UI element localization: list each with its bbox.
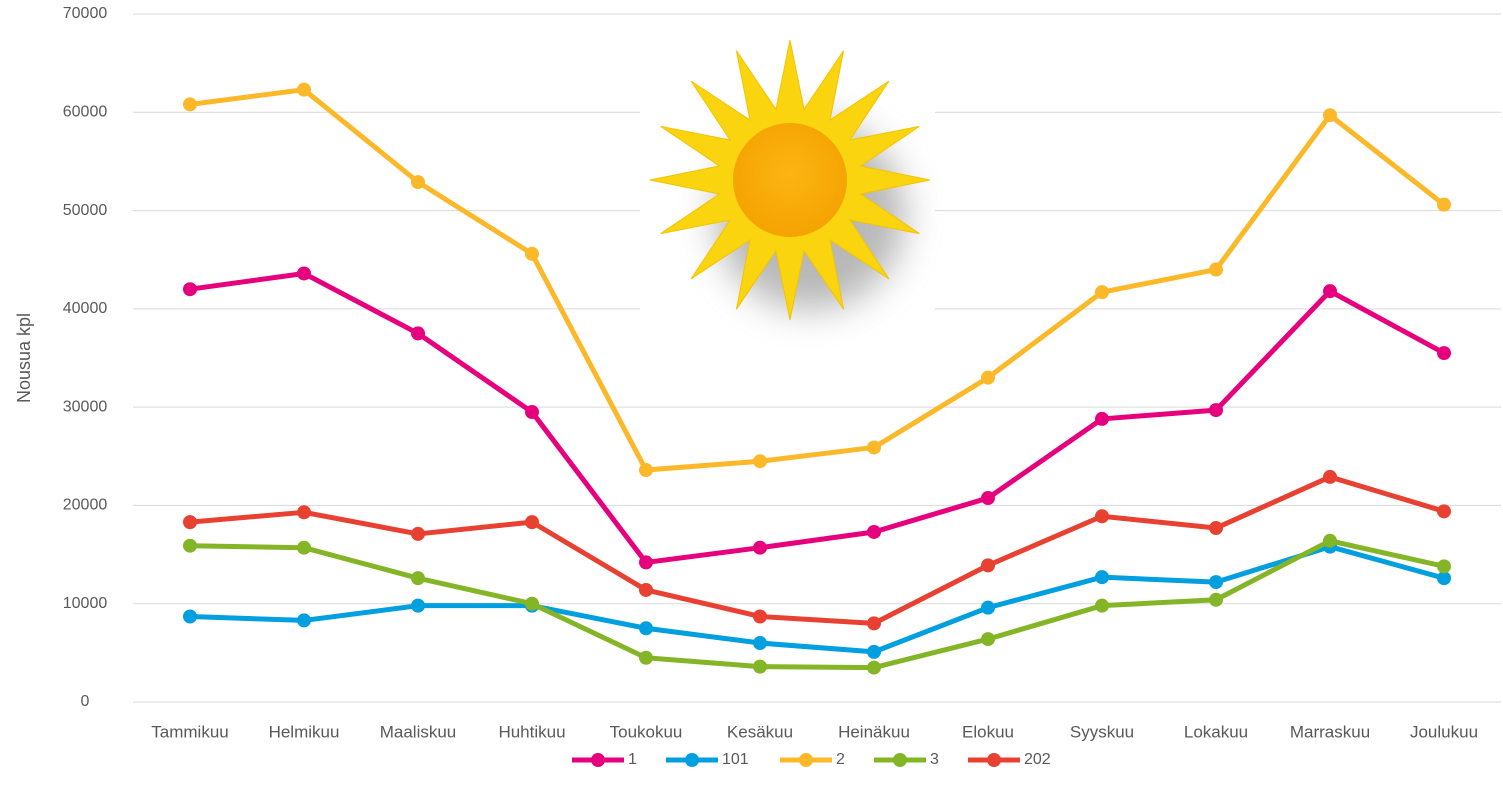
point <box>867 616 881 630</box>
point <box>1323 470 1337 484</box>
point <box>297 541 311 555</box>
point <box>183 515 197 529</box>
point <box>867 661 881 675</box>
y-tick-label: 30000 <box>63 398 108 415</box>
point <box>867 440 881 454</box>
point <box>525 515 539 529</box>
point <box>867 645 881 659</box>
point <box>297 266 311 280</box>
x-tick-label: Syyskuu <box>1070 722 1134 741</box>
point <box>1209 403 1223 417</box>
y-axis-title: Nousua kpl <box>14 313 34 403</box>
y-tick-label: 70000 <box>63 5 108 22</box>
legend-marker <box>685 753 699 767</box>
point <box>981 632 995 646</box>
x-tick-label: Lokakuu <box>1184 722 1248 741</box>
point <box>183 97 197 111</box>
legend-label: 101 <box>722 751 749 768</box>
point <box>297 613 311 627</box>
legend-label: 202 <box>1024 751 1051 768</box>
point <box>639 621 653 635</box>
point <box>639 583 653 597</box>
legend-marker <box>591 753 605 767</box>
x-tick-label: Heinäkuu <box>838 722 910 741</box>
point <box>411 175 425 189</box>
legend-label: 2 <box>836 751 845 768</box>
point <box>1095 570 1109 584</box>
x-tick-label: Maaliskuu <box>380 722 457 741</box>
point <box>1437 198 1451 212</box>
point <box>981 601 995 615</box>
point <box>753 636 767 650</box>
chart: 0 10000 20000 30000 40000 50000 60000 70000 Tamm… <box>0 0 1503 801</box>
sun-illustration <box>640 40 935 355</box>
point <box>1323 284 1337 298</box>
y-tick-label: 20000 <box>63 497 108 514</box>
point <box>183 609 197 623</box>
x-tick-label: Huhtikuu <box>498 722 565 741</box>
legend-label: 1 <box>628 751 637 768</box>
point <box>753 660 767 674</box>
point <box>525 597 539 611</box>
point <box>1437 346 1451 360</box>
point <box>297 83 311 97</box>
point <box>1095 285 1109 299</box>
point <box>411 527 425 541</box>
point <box>1323 108 1337 122</box>
x-tick-label: Marraskuu <box>1290 722 1370 741</box>
legend-marker <box>987 753 1001 767</box>
point <box>639 555 653 569</box>
legend-label: 3 <box>930 751 939 768</box>
point <box>525 247 539 261</box>
x-tick-label: Helmikuu <box>269 722 340 741</box>
point <box>1209 575 1223 589</box>
point <box>1209 263 1223 277</box>
y-tick-label: 10000 <box>63 595 108 612</box>
series-line <box>190 477 1444 623</box>
x-tick-label: Joulukuu <box>1410 722 1478 741</box>
series-line <box>190 547 1444 652</box>
point <box>981 491 995 505</box>
legend-marker <box>799 753 813 767</box>
point <box>1323 534 1337 548</box>
y-tick-label: 0 <box>81 693 90 710</box>
x-tick-label: Kesäkuu <box>727 722 793 741</box>
point <box>753 541 767 555</box>
point <box>1209 593 1223 607</box>
y-tick-label: 40000 <box>63 300 108 317</box>
point <box>183 282 197 296</box>
y-tick-label: 50000 <box>63 202 108 219</box>
point <box>525 405 539 419</box>
legend-marker <box>893 753 907 767</box>
point <box>639 463 653 477</box>
point <box>981 558 995 572</box>
point <box>981 371 995 385</box>
point <box>411 571 425 585</box>
point <box>1209 521 1223 535</box>
point <box>1095 509 1109 523</box>
point <box>1437 504 1451 518</box>
y-tick-label: 60000 <box>63 104 108 121</box>
point <box>1437 559 1451 573</box>
x-tick-label: Toukokuu <box>610 722 683 741</box>
point <box>639 651 653 665</box>
point <box>1095 412 1109 426</box>
point <box>297 505 311 519</box>
point <box>753 609 767 623</box>
point <box>183 539 197 553</box>
point <box>411 326 425 340</box>
point <box>411 599 425 613</box>
x-tick-label: Elokuu <box>962 722 1014 741</box>
point <box>753 454 767 468</box>
point <box>1095 599 1109 613</box>
x-tick-label: Tammikuu <box>151 722 228 741</box>
point <box>867 525 881 539</box>
